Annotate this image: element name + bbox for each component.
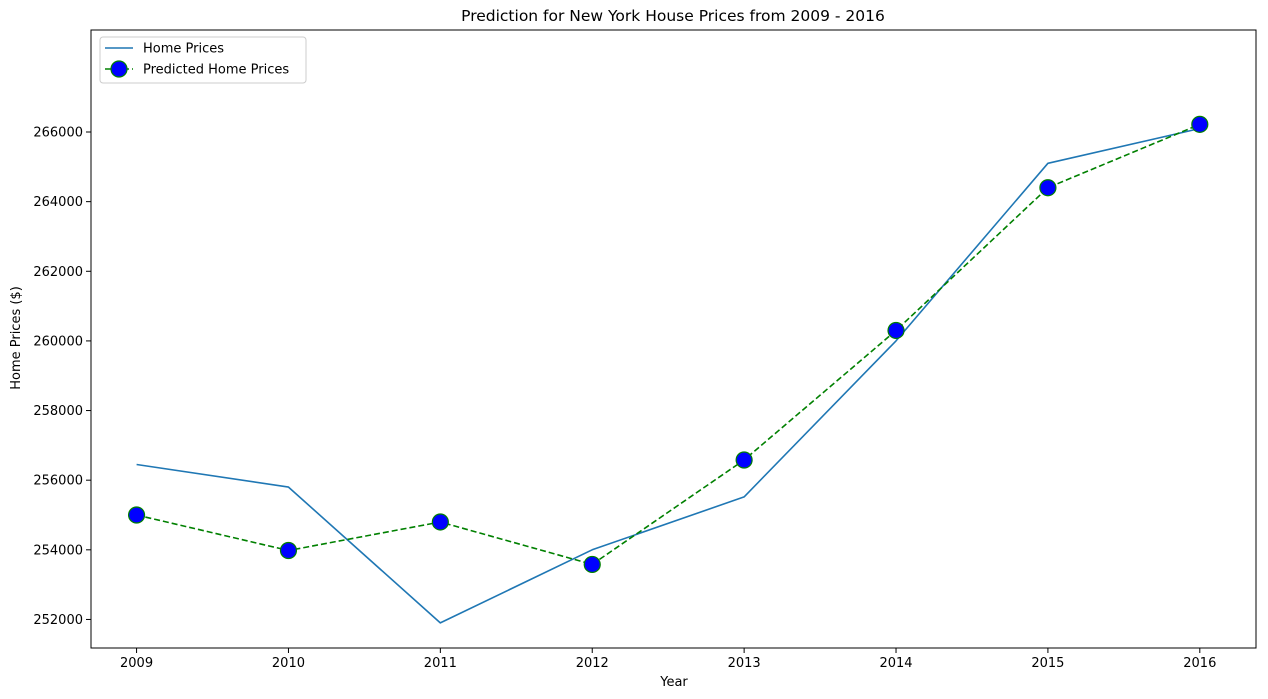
x-tick-label: 2010 bbox=[272, 656, 305, 671]
data-point bbox=[1039, 179, 1057, 197]
series-line-2 bbox=[136, 123, 1201, 566]
x-tick-label: 2016 bbox=[1183, 656, 1216, 671]
legend-label-predicted: Predicted Home Prices bbox=[143, 63, 289, 78]
y-axis-label: Home Prices ($) bbox=[9, 286, 24, 390]
legend-box bbox=[99, 36, 307, 84]
x-tick-label: 2011 bbox=[424, 656, 457, 671]
y-tick-label: 252000 bbox=[33, 613, 83, 628]
data-point bbox=[1191, 115, 1209, 133]
x-tick-label: 2013 bbox=[728, 656, 761, 671]
x-tick-label: 2015 bbox=[1031, 656, 1064, 671]
y-tick-label: 264000 bbox=[33, 195, 83, 210]
legend: Home Prices Predicted Home Prices bbox=[99, 36, 307, 84]
data-point bbox=[887, 321, 905, 340]
data-point bbox=[127, 506, 146, 524]
series-line-1 bbox=[136, 127, 1200, 624]
legend-label-home-prices: Home Prices bbox=[143, 42, 224, 57]
x-tick-label: 2014 bbox=[879, 656, 912, 671]
axes-layer: 2009 2010 2011 2012 2013 2014 2015 2016 252000 25… bbox=[33, 29, 1257, 671]
plot-frame bbox=[90, 29, 1257, 649]
y-tick-label: 254000 bbox=[33, 543, 83, 558]
legend-marker-predicted bbox=[110, 60, 128, 78]
x-axis-label: Year bbox=[659, 675, 688, 690]
data-point bbox=[735, 451, 753, 469]
chart-title: Prediction for New York House Prices fro… bbox=[461, 7, 885, 25]
data-point bbox=[583, 555, 601, 574]
x-tick-label: 2009 bbox=[120, 656, 153, 671]
y-tick-label: 258000 bbox=[33, 404, 83, 419]
data-point bbox=[431, 513, 449, 531]
x-tick-label: 2012 bbox=[576, 656, 609, 671]
plot-layer bbox=[127, 115, 1209, 624]
y-tick-label: 256000 bbox=[33, 474, 83, 489]
y-tick-label: 260000 bbox=[33, 334, 83, 349]
data-point bbox=[279, 541, 298, 560]
y-tick-label: 262000 bbox=[33, 265, 83, 280]
y-tick-label: 266000 bbox=[33, 126, 83, 141]
